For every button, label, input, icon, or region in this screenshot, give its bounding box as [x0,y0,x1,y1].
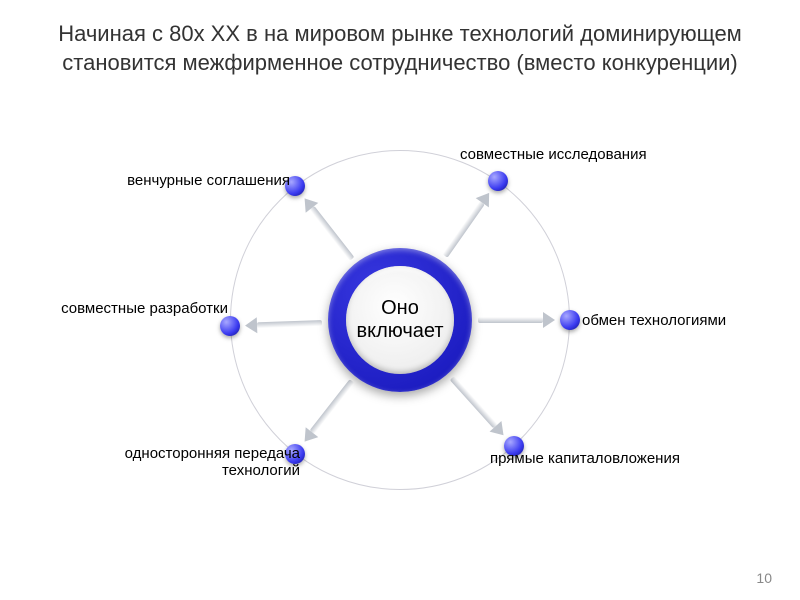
node-label: венчурные соглашения [60,172,290,189]
node-label: совместные разработки [48,300,228,317]
node-label: обмен технологиями [582,312,782,329]
title-text: Начиная с 80х XX в на мировом рынке техн… [58,21,742,75]
node-dot [220,316,240,336]
center-label: Оно включает [346,266,454,374]
radial-diagram: Оно включает совместные исследования обмен… [0,140,800,560]
node-dot [488,171,508,191]
node-label: совместные исследования [460,146,720,163]
arrow [478,312,555,328]
page-title: Начиная с 80х XX в на мировом рынке техн… [40,20,760,77]
node-label: прямые капиталовложения [490,450,750,467]
page-number: 10 [756,570,772,586]
node-label: односторонняя передача технологий [70,445,300,479]
slide: Начиная с 80х XX в на мировом рынке техн… [0,0,800,600]
arrow [245,315,323,334]
node-dot [560,310,580,330]
